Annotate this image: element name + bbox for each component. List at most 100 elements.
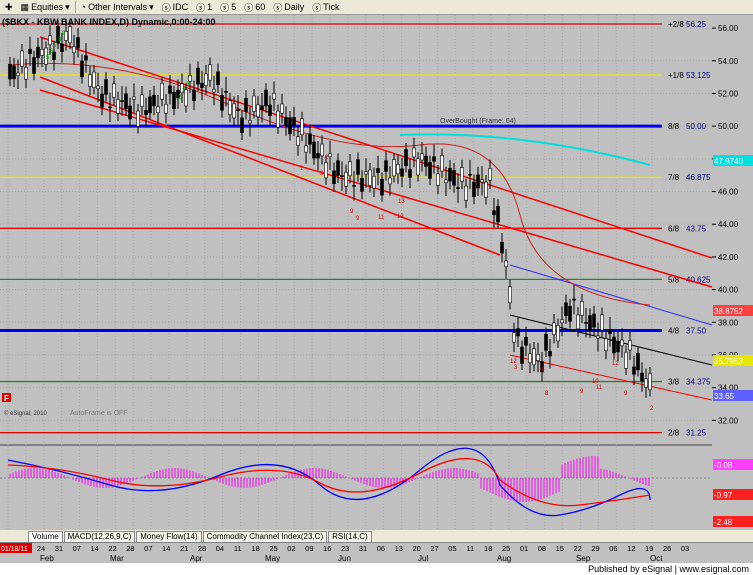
candle-body: [120, 100, 124, 102]
candle-body: [112, 83, 116, 98]
candle-body: [428, 162, 432, 179]
sequence-label: 12: [612, 361, 619, 367]
date-tick-label: 16: [323, 544, 331, 553]
interval-daily[interactable]: ⓢ Daily: [273, 2, 305, 13]
sequence-label: 2: [325, 155, 329, 161]
price-tag: [713, 355, 753, 366]
feed-button[interactable]: ⓢ IDC: [161, 2, 189, 13]
candle-body: [32, 57, 36, 74]
candle-body: [88, 74, 92, 87]
candle-body: [12, 65, 16, 80]
price-tag-label: 47.9740: [714, 157, 743, 166]
symbol-menu[interactable]: ▦ Equities ▾: [20, 1, 70, 13]
interval-menu[interactable]: ◔ Other Intervals ▾: [80, 1, 154, 13]
candle-body: [524, 337, 528, 346]
candle-body: [100, 93, 104, 108]
tab-macd[interactable]: MACD(12,26,9,C): [63, 530, 136, 542]
indicator-tabs: Volume MACD(12,26,9,C) Money Flow(14) Co…: [0, 530, 753, 542]
macd-tag-label: -0.97: [714, 491, 733, 500]
candle-body: [344, 172, 348, 187]
channel-line: [39, 36, 713, 259]
date-axis[interactable]: 01/18/11 24 31 07 14 22 28 07 14 21 28 04 11 18 25 02 09…: [0, 542, 753, 563]
candle-body: [352, 185, 356, 187]
candle-body: [24, 67, 28, 80]
footer: Published by eSignal | www.esignal.com: [0, 563, 753, 575]
murrey-label: +1/8: [668, 71, 684, 80]
candle-body: [548, 351, 552, 357]
sequence-label: 9: [624, 391, 628, 397]
murrey-value: 46.875: [686, 173, 711, 182]
candle-body: [240, 117, 244, 133]
date-tick-label: 06: [609, 544, 617, 553]
date-tick-label: 07: [144, 544, 152, 553]
macd-line: [7, 447, 651, 517]
sequence-label: 1: [300, 166, 304, 172]
candle-body: [576, 314, 580, 330]
indicator-badge[interactable]: [2, 393, 11, 402]
interval-60[interactable]: ⓢ 60: [244, 2, 266, 13]
candle-body: [80, 60, 84, 78]
candle-body: [288, 117, 292, 135]
candle-body: [392, 159, 396, 177]
candle-body: [456, 187, 460, 189]
candle-body: [304, 145, 308, 153]
candle-body: [124, 93, 128, 109]
overbought-label: OverBought (Frame: 64): [440, 118, 516, 125]
price-tag-label: 33.65: [714, 392, 735, 401]
axis-label: 44.00: [718, 220, 739, 229]
date-tick-label: 18: [251, 544, 259, 553]
candle-body: [312, 141, 316, 159]
interval-1[interactable]: ⓢ 1: [196, 2, 213, 13]
candle-body: [116, 99, 120, 114]
date-corner: [0, 543, 32, 553]
candle-body: [28, 48, 32, 54]
date-tick-label: 28: [198, 544, 206, 553]
candle-body: [144, 110, 148, 115]
sequence-label: 2: [650, 406, 654, 412]
candle-body: [516, 328, 520, 337]
candle-body: [300, 118, 304, 136]
tab-cci[interactable]: Commodity Channel Index(23,C): [202, 530, 328, 542]
candle-body: [244, 98, 248, 112]
axis-label: 34.00: [718, 384, 739, 393]
tab-rsi[interactable]: RSI(14,C): [328, 530, 372, 542]
chart-area[interactable]: +2/8 56.25 +1/8 53.125 8/8 50.00 7/8 46.875 6/8 4…: [0, 15, 753, 540]
candle-body: [164, 103, 168, 114]
sequence-label: 11: [596, 385, 603, 391]
candle-body: [196, 67, 200, 85]
candle-body: [448, 167, 452, 182]
candle-body: [152, 94, 156, 107]
candle-body: [44, 47, 48, 65]
candle-body: [552, 322, 556, 335]
murrey-value: 31.25: [686, 429, 707, 438]
date-tick-label: 12: [627, 544, 635, 553]
candle-body: [104, 79, 108, 95]
candle-body: [348, 161, 352, 177]
date-tick-label: 14: [90, 544, 98, 553]
tab-money-flow[interactable]: Money Flow(14): [136, 530, 202, 542]
sequence-label: 9: [580, 389, 584, 395]
candle-body: [36, 46, 40, 59]
candle-body: [52, 51, 56, 60]
date-tick-label: 27: [430, 544, 438, 553]
interval-tick[interactable]: ⓢ Tick: [312, 2, 340, 13]
clock-icon: ◔: [80, 2, 87, 12]
candle-body: [620, 339, 624, 347]
price-tag-label: 35.7953: [714, 357, 743, 366]
add-icon[interactable]: ✚: [5, 1, 13, 12]
candle-body: [208, 64, 212, 81]
candle-body: [488, 167, 492, 181]
price-panel: [0, 15, 712, 440]
candle-body: [224, 91, 228, 93]
candle-body: [192, 89, 196, 101]
candle-body: [560, 319, 564, 324]
interval-5[interactable]: ⓢ 5: [220, 2, 237, 13]
candle-body: [536, 353, 540, 361]
sequence-label: 3: [182, 88, 186, 94]
candle-body: [432, 156, 436, 162]
candle-body: [132, 96, 136, 100]
candle-body: [128, 105, 132, 120]
price-chart[interactable]: +2/8 56.25 +1/8 53.125 8/8 50.00 7/8 46.875 6/8 4…: [0, 15, 753, 530]
tab-volume[interactable]: Volume: [28, 530, 63, 542]
candle-body: [336, 160, 340, 176]
